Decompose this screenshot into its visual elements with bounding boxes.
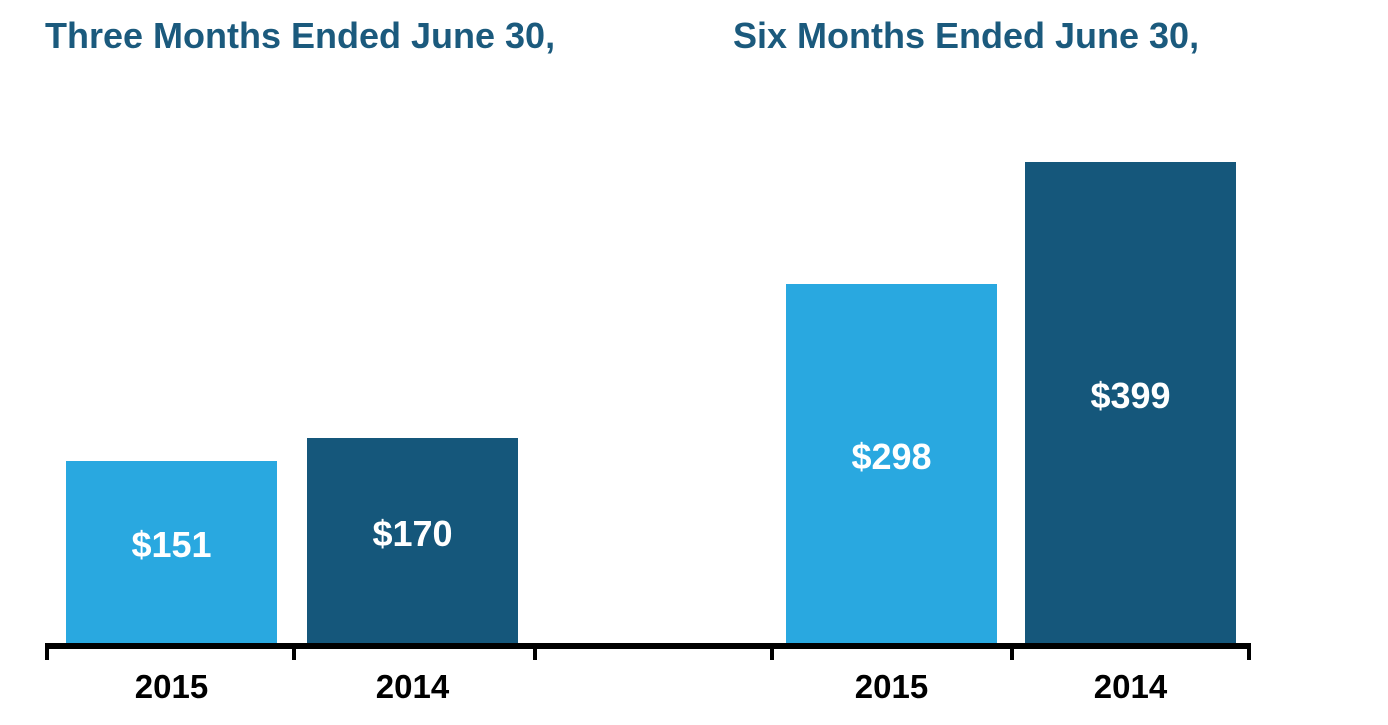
- bar-2014-category-1: $399: [1025, 162, 1236, 643]
- bar-2015-category-0: $151: [66, 461, 277, 643]
- x-axis-label-2015: 2015: [854, 668, 929, 705]
- x-axis-tick: [1247, 643, 1251, 660]
- chart-title-six-months: Six Months Ended June 30,: [733, 15, 1200, 56]
- bar-value-label: $151: [131, 524, 212, 565]
- bar-value-label: $399: [1090, 374, 1171, 416]
- x-axis-label-2015: 2015: [134, 668, 209, 705]
- bar-value-label: $298: [851, 435, 932, 477]
- x-axis-label-2014: 2014: [1093, 668, 1168, 705]
- x-axis-tick: [1010, 643, 1014, 660]
- x-axis-label-2014: 2014: [375, 668, 450, 705]
- x-axis-tick: [770, 643, 774, 660]
- x-axis-line: [45, 643, 1251, 649]
- x-axis-tick: [533, 643, 537, 660]
- bar-value-label: $170: [372, 512, 453, 554]
- x-axis-tick: [292, 643, 296, 660]
- chart-title-three-months: Three Months Ended June 30,: [45, 15, 556, 56]
- bar-2014-category-0: $170: [307, 438, 518, 643]
- x-axis-tick: [45, 643, 49, 660]
- bar-2015-category-1: $298: [786, 284, 997, 643]
